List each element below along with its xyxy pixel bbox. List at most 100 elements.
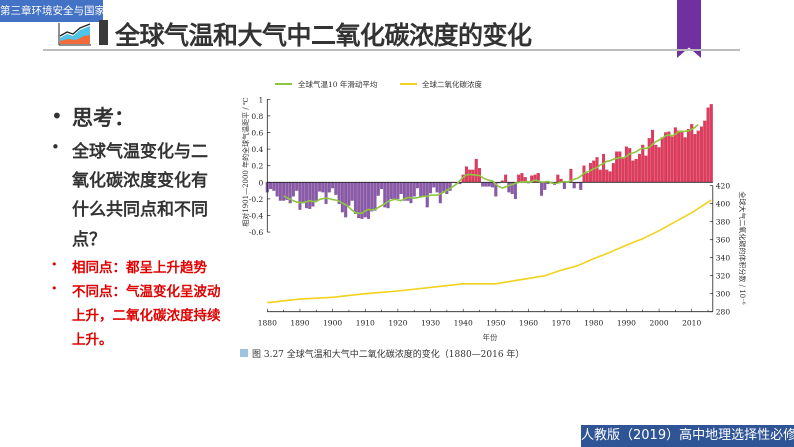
temperature-bar <box>291 182 295 197</box>
temperature-bar <box>517 174 521 183</box>
temperature-bar <box>278 182 282 201</box>
temperature-bar <box>644 155 648 183</box>
legend-avg-label: 全球气温10 年滑动平均 <box>298 79 377 89</box>
temperature-bar <box>598 169 602 183</box>
bullet: • <box>51 138 60 156</box>
temperature-bar <box>631 160 635 183</box>
question-line: 什么共同点和不同 <box>72 200 208 220</box>
temperature-bar <box>311 182 315 207</box>
temperature-bar <box>660 137 664 183</box>
temperature-bar <box>304 182 308 209</box>
temperature-bar <box>621 157 625 183</box>
footer-textbook-label: 人教版（2019）高中地理选择性必修三 <box>581 425 794 447</box>
temperature-bar <box>624 146 628 183</box>
temperature-bar <box>386 182 390 209</box>
temperature-bar <box>677 130 681 183</box>
temperature-bar <box>664 132 668 183</box>
left-tick-label: 0.2 <box>251 162 263 171</box>
answer-line: 上升。 <box>72 332 113 348</box>
x-tick-label: 1930 <box>421 319 440 328</box>
temperature-bar <box>396 182 400 200</box>
title-divider <box>43 49 740 51</box>
x-tick-label: 1900 <box>323 319 342 328</box>
temperature-bar <box>641 144 645 183</box>
x-tick-label: 2010 <box>682 319 701 328</box>
chapter-label: 第三章环境安全与国家安全 <box>0 0 126 22</box>
temperature-bar <box>347 182 351 206</box>
temperature-bar <box>683 137 687 183</box>
bullet: • <box>51 104 63 128</box>
temperature-bar <box>690 124 694 183</box>
temperature-bar <box>491 182 495 188</box>
caption-marker <box>240 349 248 357</box>
right-tick-label: 340 <box>716 254 731 263</box>
temperature-bar <box>468 169 472 183</box>
temperature-bar <box>706 107 710 183</box>
temperature-bar <box>393 182 397 200</box>
answer-line: 上升，二氧化碳浓度持续 <box>72 308 221 324</box>
temperature-bar <box>484 182 488 187</box>
answer-line: 不同点：气温变化呈波动 <box>72 284 221 300</box>
temperature-bar <box>429 182 433 194</box>
temperature-bar <box>634 158 638 183</box>
temperature-bar <box>350 182 354 201</box>
temperature-bar <box>442 182 446 192</box>
page-title: 全球气温和大气中二氧化碳浓度的变化 <box>115 21 532 50</box>
temperature-bar <box>415 182 419 189</box>
temperature-bar <box>686 129 690 183</box>
temperature-bar <box>308 182 312 209</box>
temperature-bar <box>295 182 299 191</box>
temperature-bar <box>696 130 700 183</box>
temperature-bar <box>487 182 491 187</box>
x-tick-label: 1940 <box>454 319 473 328</box>
temperature-bar <box>298 182 302 210</box>
question-line: 点？ <box>72 230 106 250</box>
x-tick-label: 1960 <box>519 319 538 328</box>
temperature-bar <box>432 182 436 188</box>
temperature-bar <box>412 182 416 197</box>
temperature-bar <box>340 182 344 213</box>
temperature-bar <box>670 136 674 183</box>
left-tick-label: 0.6 <box>251 129 263 138</box>
temperature-bar <box>269 182 273 190</box>
temperature-bar <box>562 182 566 190</box>
left-tick-label: 0 <box>259 178 264 187</box>
left-tick-label: 1 <box>259 95 264 104</box>
x-tick-label: 2000 <box>650 319 669 328</box>
temperature-bar <box>588 163 592 183</box>
temperature-bar <box>481 182 485 187</box>
temperature-bar <box>647 138 651 183</box>
temperature-bar <box>471 169 475 183</box>
temperature-bar <box>602 153 606 183</box>
x-tick-label: 1970 <box>552 319 571 328</box>
temperature-bar <box>318 182 322 192</box>
temperature-bar <box>425 182 429 208</box>
question-line: 全球气温变化与二 <box>72 142 208 162</box>
temperature-bar <box>615 151 619 183</box>
left-tick-label: -0.2 <box>249 195 264 204</box>
left-tick-label: 0.8 <box>251 112 263 121</box>
temperature-bar <box>314 182 318 201</box>
temperature-bar <box>556 174 560 183</box>
right-tick-label: 420 <box>716 182 731 191</box>
temperature-bar <box>367 182 371 219</box>
temperature-bar <box>507 182 511 193</box>
temperature-bar <box>445 182 449 195</box>
temperature-bar <box>331 182 335 189</box>
x-tick-label: 1990 <box>617 319 636 328</box>
temperature-bar <box>301 182 305 204</box>
temperature-moving-average-line <box>283 123 699 215</box>
left-axis-title: 相对1901—2000 年的全球气温距平 / ℃ <box>241 97 250 227</box>
temperature-bar <box>608 171 612 183</box>
temperature-bar <box>680 130 684 183</box>
temperature-bar <box>693 134 697 183</box>
right-tick-label: 320 <box>716 272 731 281</box>
temperature-bar <box>409 182 413 204</box>
temperature-bar <box>334 182 338 195</box>
temperature-bar <box>667 131 671 183</box>
think-heading: 思考： <box>72 106 135 130</box>
bullet: • <box>51 282 58 295</box>
right-axis-title: 全球大气二氧化碳的体积分数 / 10⁻⁶ <box>738 191 747 304</box>
temperature-bar <box>585 173 589 183</box>
